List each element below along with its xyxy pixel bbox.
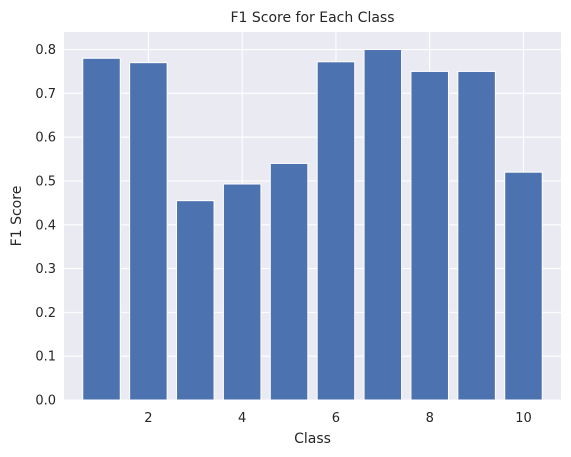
chart-title: F1 Score for Each Class <box>230 10 394 26</box>
bar-class-8 <box>410 70 449 401</box>
bar-class-6 <box>316 61 356 401</box>
bars <box>82 49 543 401</box>
x-tick-label: 4 <box>238 411 246 426</box>
y-axis-label: F1 Score <box>9 186 25 247</box>
bar-class-10 <box>504 171 543 401</box>
x-tick-label: 10 <box>515 411 532 426</box>
bar-class-2 <box>129 62 168 401</box>
bar-class-7 <box>363 49 403 401</box>
bar-class-4 <box>222 183 262 401</box>
y-tick-label: 0.5 <box>35 174 56 189</box>
y-tick-label: 0.1 <box>35 350 56 365</box>
bar-class-1 <box>82 57 121 401</box>
y-tick-label: 0.4 <box>35 218 56 233</box>
x-axis-label: Class <box>294 431 331 447</box>
x-tick-label: 2 <box>144 411 152 426</box>
x-tick-label: 8 <box>426 411 434 426</box>
tick-labels: 0.0 0.1 0.2 0.3 0.4 0.5 0.6 0.7 0.8 2 4 6 8 10 <box>35 43 531 426</box>
y-tick-label: 0.7 <box>35 87 56 102</box>
x-tick-label: 6 <box>332 411 340 426</box>
y-tick-label: 0.2 <box>35 306 56 321</box>
y-tick-label: 0.0 <box>35 394 56 409</box>
bar-class-3 <box>176 200 215 401</box>
y-tick-label: 0.3 <box>35 262 56 277</box>
y-tick-label: 0.8 <box>35 43 56 58</box>
y-tick-label: 0.6 <box>35 131 56 146</box>
bar-class-9 <box>457 70 496 401</box>
bar-class-5 <box>269 162 309 401</box>
